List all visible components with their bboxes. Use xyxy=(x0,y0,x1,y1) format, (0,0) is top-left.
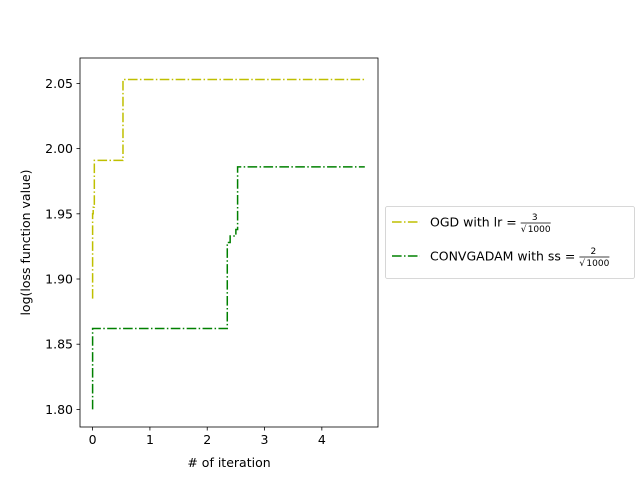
y-tick-label: 1.85 xyxy=(45,337,73,352)
y-axis-label: log(loss function value) xyxy=(18,169,33,315)
y-tick-label: 1.90 xyxy=(45,272,73,287)
legend-box xyxy=(385,206,635,279)
y-tick-label: 1.95 xyxy=(45,206,73,221)
legend-frac-numerator-1: 3 xyxy=(532,213,538,223)
y-tick-label: 1.80 xyxy=(45,402,73,417)
x-tick-label: 0 xyxy=(89,432,97,447)
legend-label-1: OGD with lr = xyxy=(430,215,517,230)
x-tick-label: 2 xyxy=(203,432,211,447)
series-line-1 xyxy=(91,78,365,299)
axes: 0 1 2 3 4 1.80 1.85 1.90 1.95 2.00 2.05 xyxy=(45,57,379,447)
y-tick-label: 2.00 xyxy=(45,141,73,156)
legend-frac-denominator-1: 1000 xyxy=(528,225,551,235)
legend-frac-root-1: √ xyxy=(521,224,527,235)
legend-label-2: CONVGADAM with ss = xyxy=(430,249,575,264)
legend-frac-denominator-2: 1000 xyxy=(586,259,609,269)
legend-frac-root-2: √ xyxy=(579,258,585,269)
legend-frac-numerator-2: 2 xyxy=(591,247,597,257)
x-tick-label: 4 xyxy=(318,432,326,447)
x-tick-label: 3 xyxy=(261,432,269,447)
y-tick-label: 2.05 xyxy=(45,76,73,91)
axes-frame xyxy=(79,57,379,428)
x-axis-label: # of iteration xyxy=(187,455,270,470)
plot-area xyxy=(91,78,365,410)
x-tick-label: 1 xyxy=(146,432,154,447)
series-line-2 xyxy=(91,166,365,410)
